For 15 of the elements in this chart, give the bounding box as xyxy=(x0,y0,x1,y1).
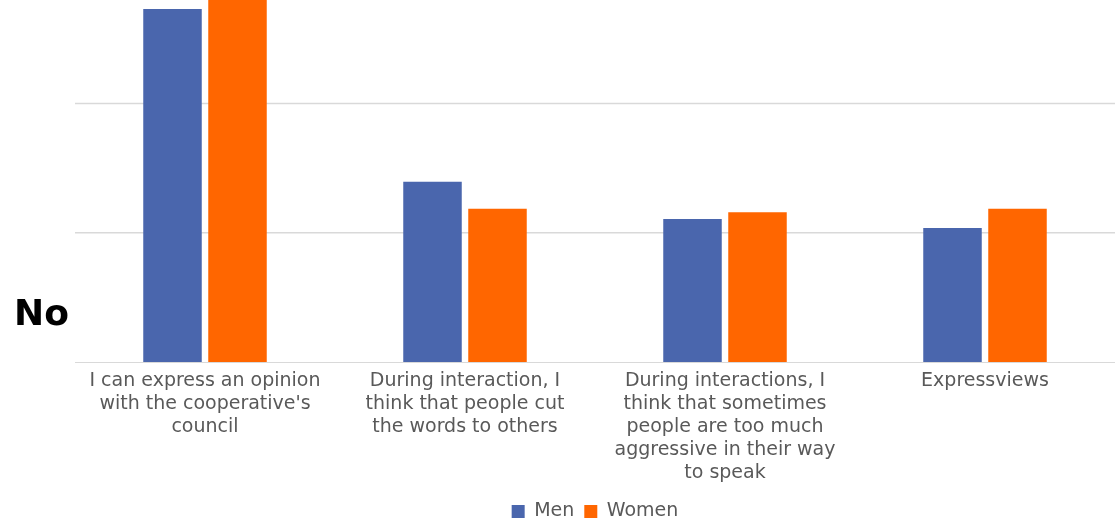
bar xyxy=(143,9,202,362)
bar xyxy=(403,181,462,362)
legend-label: Men xyxy=(534,498,575,521)
x-tick-label: During interaction, I think that people cut the words to others xyxy=(365,368,565,436)
bar xyxy=(923,228,982,362)
bar xyxy=(208,0,267,362)
x-tick-label: Expressviews xyxy=(921,368,1049,391)
x-tick-label: I can express an opinion with the cooperative's council xyxy=(89,368,321,436)
x-tick-label: During interactions, I think that sometimes people are too much aggressive in their way to speak xyxy=(614,368,836,482)
bar xyxy=(988,208,1047,362)
legend-label: Women xyxy=(606,498,679,521)
bar xyxy=(663,219,722,362)
bar xyxy=(728,212,787,362)
text: No xyxy=(14,292,69,333)
bar xyxy=(468,208,527,362)
